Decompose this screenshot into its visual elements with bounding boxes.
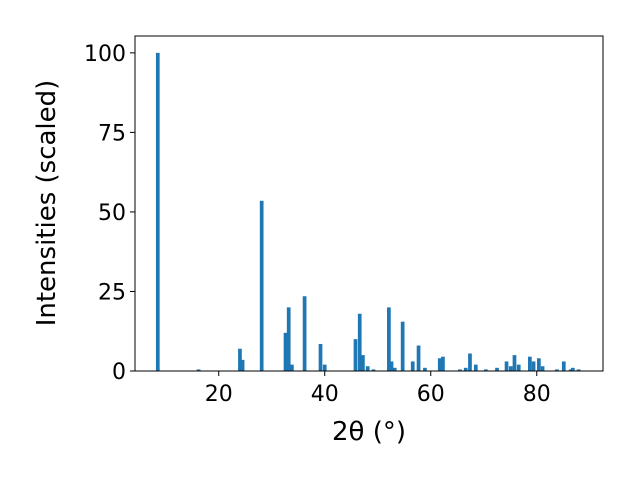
x-tick-label: 20 [205, 382, 233, 407]
bar [238, 348, 242, 371]
bar [537, 358, 541, 371]
bar [416, 345, 421, 371]
bar [508, 366, 513, 371]
x-tick-label: 80 [523, 382, 551, 407]
y-tick-label: 50 [98, 201, 126, 226]
bar [318, 343, 323, 371]
bar [322, 364, 327, 371]
bar [286, 307, 291, 371]
bar [561, 361, 566, 371]
bar [504, 361, 509, 371]
y-tick-label: 0 [112, 360, 126, 385]
bar [361, 355, 365, 371]
x-tick-label: 60 [417, 382, 445, 407]
bar [357, 313, 362, 371]
bar [400, 321, 405, 371]
bar [463, 367, 468, 371]
x-tick-label: 40 [311, 382, 339, 407]
y-tick-label: 100 [84, 42, 126, 67]
bar [468, 353, 472, 371]
x-axis-label: 2θ (°) [332, 417, 406, 447]
bar [389, 361, 394, 371]
bar [437, 358, 442, 371]
bar [410, 361, 415, 371]
bar [516, 364, 521, 371]
bar [568, 369, 573, 371]
bar [302, 296, 307, 371]
y-tick-label: 75 [98, 121, 126, 146]
bar [240, 359, 245, 371]
bar [512, 355, 517, 371]
bar [484, 369, 488, 371]
bar [155, 52, 160, 371]
bar [387, 307, 391, 371]
bar [196, 369, 201, 371]
plot-frame [134, 35, 604, 372]
bar [540, 366, 545, 371]
bar [392, 367, 397, 371]
bar [555, 369, 559, 371]
bar [495, 367, 499, 371]
bar [365, 366, 370, 371]
bar [290, 364, 294, 371]
y-axis-label: Intensities (scaled) [32, 80, 62, 327]
bar [576, 369, 581, 371]
bar [441, 356, 445, 371]
bar [371, 369, 376, 371]
bar [259, 200, 264, 371]
bar [473, 364, 478, 371]
bar [353, 339, 358, 371]
bar [570, 367, 575, 371]
bar [283, 332, 288, 371]
y-tick-label: 25 [98, 280, 126, 305]
bar [531, 361, 536, 371]
bar [423, 367, 427, 371]
bar [458, 369, 462, 371]
bar [528, 356, 532, 371]
